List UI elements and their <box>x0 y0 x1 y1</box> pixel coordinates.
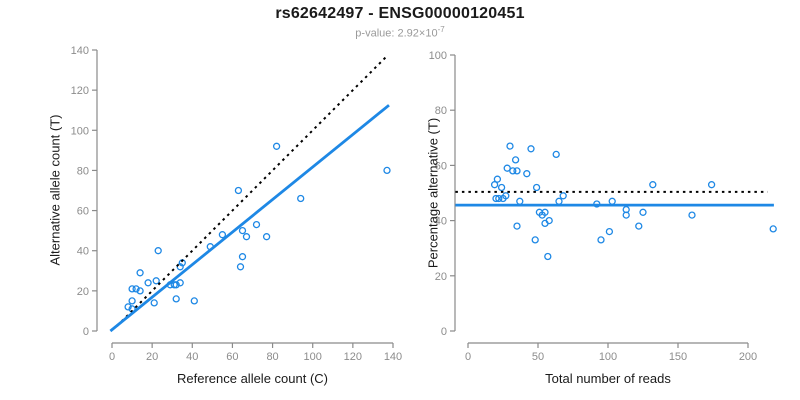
data-point <box>172 295 180 303</box>
x-tick-label: 80 <box>266 351 278 363</box>
right-xaxis-title: Total number of reads <box>545 371 671 386</box>
data-point <box>136 287 144 295</box>
y-tick-label: 20 <box>77 286 89 298</box>
data-point <box>176 279 184 287</box>
data-point <box>503 164 511 172</box>
data-point <box>769 225 777 233</box>
y-tick-label: 80 <box>435 105 447 117</box>
x-tick-label: 200 <box>739 351 757 363</box>
data-point <box>516 197 524 205</box>
data-point <box>190 297 198 305</box>
x-tick-label: 120 <box>344 351 362 363</box>
data-point <box>252 220 261 229</box>
fit-line <box>109 104 390 333</box>
x-tick-label: 150 <box>669 351 687 363</box>
y-tick-label: 0 <box>441 326 447 338</box>
data-point <box>523 170 531 178</box>
y-tick-label: 100 <box>429 50 447 62</box>
data-point <box>506 142 514 150</box>
left-yaxis-title: Alternative allele count (T) <box>47 114 63 266</box>
identity-line <box>116 56 387 327</box>
data-point <box>128 297 136 305</box>
data-point <box>172 281 180 289</box>
data-point <box>527 145 535 153</box>
x-tick-label: 0 <box>109 351 115 363</box>
right-yaxis-title: Percentage alternative (T) <box>425 117 441 269</box>
left-xaxis-title: Reference allele count (C) <box>176 371 329 386</box>
data-point <box>262 233 271 241</box>
data-point <box>238 253 247 261</box>
plot-title: rs62642497 - ENSG00000120451 <box>275 5 525 22</box>
data-point <box>597 236 605 244</box>
pvalue-text: p-value: 2.92×10 <box>355 27 438 40</box>
x-tick-label: 140 <box>384 351 402 363</box>
data-point <box>218 231 227 239</box>
data-point <box>154 247 162 255</box>
data-point <box>532 183 541 192</box>
y-tick-label: 20 <box>435 271 447 283</box>
data-point <box>383 166 391 175</box>
y-tick-label: 140 <box>71 45 89 57</box>
data-point <box>688 211 696 219</box>
y-tick-label: 40 <box>77 246 89 258</box>
data-point <box>605 227 614 236</box>
data-point <box>152 277 160 285</box>
data-point <box>272 142 281 150</box>
data-point <box>238 226 247 235</box>
data-point <box>236 263 245 271</box>
data-point <box>635 222 643 230</box>
data-point <box>509 167 517 175</box>
data-point <box>555 197 563 205</box>
data-point <box>649 181 657 189</box>
data-point <box>124 303 132 311</box>
y-tick-label: 60 <box>435 160 447 172</box>
y-tick-label: 40 <box>435 216 447 228</box>
x-tick-label: 100 <box>599 351 617 363</box>
data-point <box>128 285 136 293</box>
data-point <box>552 150 560 159</box>
x-tick-label: 40 <box>186 351 198 363</box>
x-tick-label: 60 <box>226 351 238 363</box>
data-point <box>132 285 140 293</box>
y-tick-label: 100 <box>71 125 89 137</box>
data-point <box>144 279 152 287</box>
data-point <box>234 186 243 195</box>
pvalue-exponent: -7 <box>437 25 445 34</box>
data-point <box>707 181 716 189</box>
y-tick-label: 0 <box>83 326 89 338</box>
data-point <box>639 208 647 216</box>
x-tick-label: 0 <box>465 351 471 363</box>
y-tick-label: 60 <box>77 206 89 218</box>
data-point <box>502 192 510 200</box>
data-point <box>176 263 184 271</box>
data-point <box>495 194 503 203</box>
data-point <box>545 216 553 225</box>
data-point <box>559 192 567 200</box>
data-point <box>136 269 144 277</box>
data-point <box>492 194 500 203</box>
x-tick-label: 100 <box>304 351 322 363</box>
data-point <box>531 236 539 244</box>
plot-subtitle: p-value: 2.92×10-7 <box>0 25 800 40</box>
data-point <box>493 175 502 183</box>
y-tick-label: 80 <box>77 165 89 177</box>
data-point <box>622 211 630 219</box>
data-point <box>513 222 521 230</box>
data-point <box>511 156 520 164</box>
data-point <box>513 167 521 175</box>
data-point <box>242 233 251 241</box>
data-point <box>497 183 506 192</box>
data-point <box>544 252 552 261</box>
y-tick-label: 120 <box>71 85 89 97</box>
data-point <box>297 194 305 203</box>
x-tick-label: 50 <box>532 351 544 363</box>
data-point <box>541 208 549 216</box>
data-point <box>150 299 158 307</box>
data-point <box>608 197 616 205</box>
data-point <box>490 181 499 189</box>
x-tick-label: 20 <box>146 351 158 363</box>
